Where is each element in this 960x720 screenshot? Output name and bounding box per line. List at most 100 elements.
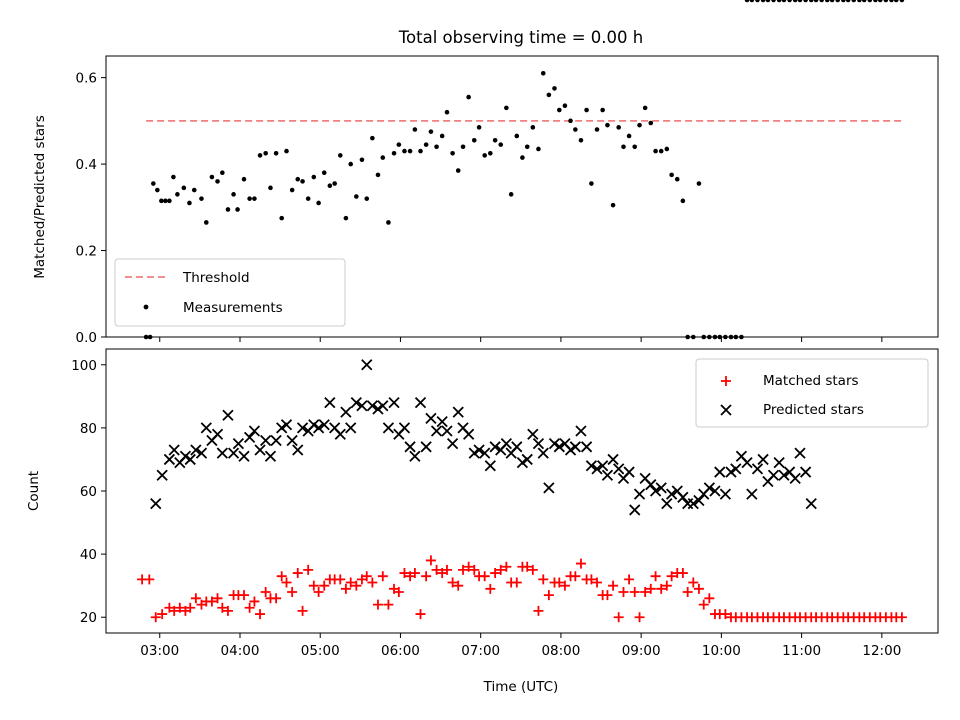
measurement-point — [546, 92, 552, 98]
measurement-point — [268, 185, 273, 191]
measurement-point — [252, 196, 257, 201]
measurement-point — [143, 334, 149, 340]
predicted-star-point — [725, 466, 737, 478]
matched-star-point — [217, 602, 228, 613]
y-tick-label: 40 — [80, 547, 97, 563]
matched-star-point — [281, 577, 292, 588]
measurement-point — [600, 107, 605, 113]
measurement-point — [289, 187, 295, 193]
y-tick-label: 0.6 — [76, 71, 97, 87]
predicted-star-point — [452, 406, 464, 418]
matched-star-point — [688, 577, 699, 588]
x-tick-label: 07:00 — [461, 643, 500, 659]
matched-star-point — [367, 577, 378, 588]
measurement-point — [444, 109, 450, 115]
measurement-point — [701, 334, 707, 340]
measurement-point — [664, 146, 670, 152]
measurement-point — [819, 0, 824, 3]
measurement-point — [359, 157, 365, 163]
measurement-point — [557, 107, 562, 113]
measurement-point — [423, 142, 429, 147]
matched-star-point — [554, 577, 565, 588]
measurement-point — [434, 144, 439, 150]
x-tick-label: 05:00 — [301, 643, 340, 659]
measurement-point — [669, 172, 674, 178]
measurement-point — [460, 144, 466, 150]
predicted-star-point — [575, 425, 587, 437]
predicted-star-point — [150, 497, 162, 510]
top-panel-marks: 0.0 0.2 0.4 0.6 — [76, 0, 905, 346]
predicted-star-point — [629, 504, 641, 516]
predicted-star-point — [709, 485, 721, 497]
predicted-star-point — [409, 450, 421, 462]
matched-star-point — [144, 574, 155, 585]
matched-star-point — [409, 568, 420, 579]
x-axis-label: Time (UTC) — [483, 679, 559, 695]
matched-star-point — [351, 580, 362, 591]
predicted-star-point — [280, 419, 293, 431]
measurement-point — [605, 122, 610, 128]
measurement-point — [396, 142, 402, 147]
matched-star-point — [287, 586, 298, 597]
matched-star-point — [415, 609, 426, 620]
measurement-point — [857, 0, 862, 3]
bottom-panel: 03:00 04:00 05:00 06:00 07:00 08:00 09:00 10:00… — [26, 349, 939, 695]
predicted-star-point — [553, 441, 565, 453]
matched-star-point — [157, 609, 168, 620]
measurement-point — [316, 200, 321, 206]
measurement-point — [707, 334, 712, 340]
matched-star-point — [511, 577, 522, 588]
matched-star-point — [319, 580, 330, 591]
predicted-star-point — [398, 422, 411, 434]
predicted-star-point — [340, 406, 352, 418]
matched-star-point — [292, 568, 303, 579]
measurement-point — [508, 192, 514, 197]
measurement-point — [524, 144, 530, 150]
measurement-point — [835, 0, 841, 3]
measurement-point — [167, 198, 172, 204]
predicted-star-point — [746, 488, 758, 500]
measurement-point — [621, 144, 626, 150]
matched-star-point — [377, 571, 388, 582]
matched-star-point — [303, 564, 314, 575]
matched-star-point — [645, 583, 656, 594]
measurement-point — [407, 148, 413, 154]
predicted-star-point — [794, 447, 806, 459]
predicted-star-point — [243, 431, 256, 443]
predicted-star-point — [420, 441, 432, 453]
measurement-point — [220, 170, 225, 176]
predicted-star-point — [500, 438, 512, 450]
matched-star-point — [212, 593, 223, 604]
measurement-point — [305, 196, 311, 201]
measurement-point — [439, 133, 445, 139]
measurement-point — [552, 86, 557, 91]
measurement-point — [147, 334, 153, 340]
measurement-point — [187, 200, 192, 206]
matched-star-point — [677, 568, 688, 579]
predicted-star-point — [484, 460, 496, 472]
predicted-star-point — [596, 460, 609, 472]
matched-star-point — [297, 605, 308, 616]
measurement-point — [845, 0, 851, 3]
predicted-star-point — [645, 479, 657, 491]
matched-star-point — [431, 564, 442, 575]
measurement-point — [225, 207, 231, 212]
predicted-star-point — [773, 456, 785, 469]
measurement-point — [348, 161, 354, 167]
predicted-star-point — [511, 441, 523, 453]
predicted-star-point — [473, 444, 485, 456]
matched-star-point — [666, 571, 677, 582]
measurement-point — [380, 155, 386, 160]
matched-star-point — [308, 580, 319, 591]
measurement-point — [520, 155, 525, 160]
x-tick-label: 12:00 — [862, 643, 901, 659]
y-tick-label: 80 — [80, 421, 97, 437]
matched-star-point — [682, 586, 693, 597]
matched-star-point — [634, 612, 645, 623]
measurement-point — [808, 0, 814, 3]
top-panel-frame — [105, 55, 939, 338]
predicted-star-point — [778, 469, 790, 481]
predicted-star-point — [264, 450, 277, 462]
matched-star-point — [421, 571, 432, 582]
predicted-star-point — [633, 488, 646, 500]
